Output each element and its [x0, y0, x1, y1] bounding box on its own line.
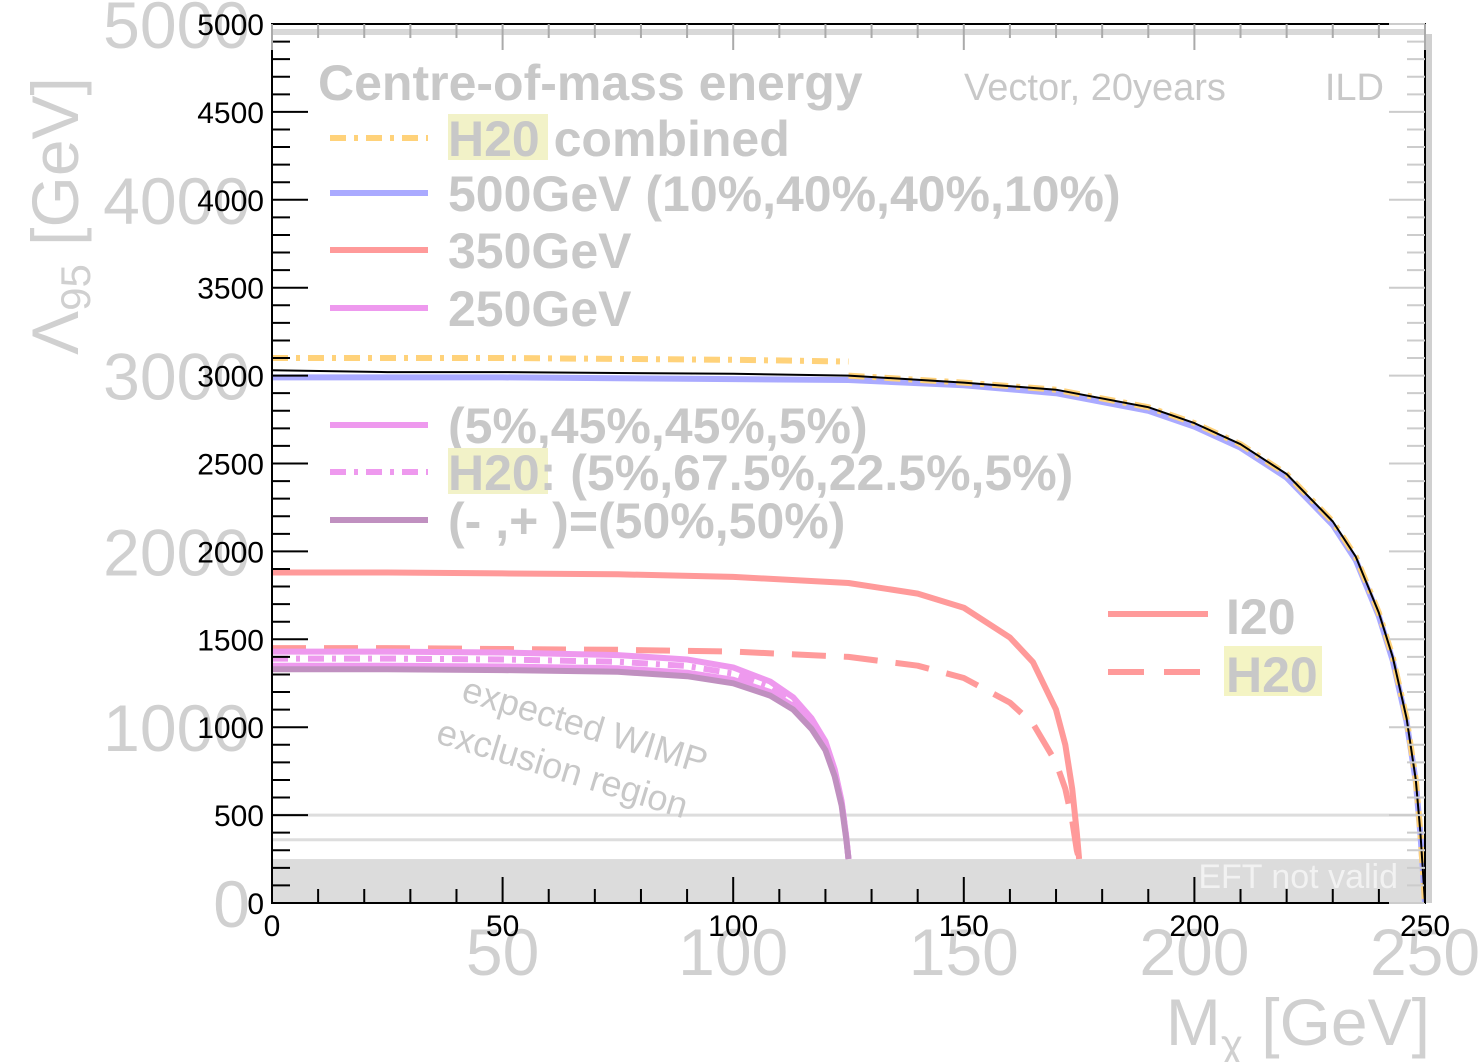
- x-tick-label: 100: [708, 910, 758, 943]
- detector-label: ILD: [1325, 67, 1384, 109]
- series-line: [272, 645, 1083, 860]
- ghost-x-tick: 50: [466, 915, 539, 989]
- ghost-x-tick: 150: [909, 915, 1019, 989]
- y-tick-label: 3500: [197, 273, 264, 306]
- y-tick-label: 4500: [197, 97, 264, 130]
- y-tick-label: 4000: [197, 185, 264, 218]
- legend-label: 500GeV (10%,40%,40%,10%): [448, 166, 1121, 222]
- y-tick-label: 3000: [197, 361, 264, 394]
- legend2-label: H20: [1226, 647, 1318, 703]
- series-line: [272, 569, 1083, 860]
- legend-text: combined: [540, 111, 790, 167]
- ghost-x-axis-label: Mχ [GeV]: [1166, 985, 1430, 1062]
- svg-text:Λ95 [GeV]: Λ95 [GeV]: [18, 77, 99, 355]
- x-tick-label: 250: [1400, 910, 1450, 943]
- eft-label: EFT not valid: [1198, 858, 1398, 896]
- y-tick-label: 5000: [197, 9, 264, 42]
- legend-text: 350GeV: [448, 223, 632, 279]
- svg-text:Mχ [GeV]: Mχ [GeV]: [1166, 985, 1430, 1062]
- series-line: [271, 369, 1426, 904]
- eft-band: [272, 859, 1425, 903]
- ghost-y-axis-label: Λ95 [GeV]: [18, 77, 99, 355]
- ghost-y-label-sub: 95: [52, 264, 99, 311]
- legend-label: (5%,45%,45%,5%): [448, 398, 868, 454]
- legend-text: 500GeV (10%,40%,40%,10%): [448, 166, 1121, 222]
- ghost-y-tick: 4000: [103, 164, 250, 238]
- x-tick-label: 150: [939, 910, 989, 943]
- ghost-y-tick: 3000: [103, 340, 250, 414]
- legend2-label: I20: [1226, 589, 1296, 645]
- y-tick-label: 2000: [197, 536, 264, 569]
- legend-text: (- ,+ )=(50%,50%): [448, 493, 845, 549]
- ghost-y-tick: 5000: [103, 0, 250, 62]
- ghost-x-label-unit: [GeV]: [1243, 985, 1430, 1059]
- plot-frame: [272, 29, 1425, 903]
- series-layer: [271, 355, 1428, 904]
- legend-label: 350GeV: [448, 223, 632, 279]
- ghost-y-tick: 2000: [103, 515, 250, 589]
- legend-highlight-bg: [448, 114, 548, 160]
- legend2-highlight-bg: [1224, 646, 1322, 696]
- x-tick-label: 200: [1169, 910, 1219, 943]
- y-tick-label: 500: [214, 800, 264, 833]
- ghost-x-tick: 100: [678, 915, 788, 989]
- ghost-x-tick: 250: [1370, 915, 1480, 989]
- legend-highlight-bg: [448, 448, 548, 494]
- ghost-x-label-sub: χ: [1221, 1021, 1243, 1062]
- y-tick-label: 2500: [197, 449, 264, 482]
- ghost-y-tick: 0: [213, 867, 250, 941]
- ghost-y-label-main: Λ: [18, 311, 92, 355]
- ghost-x-label-main: M: [1166, 985, 1221, 1059]
- y-tick-label: 1000: [197, 712, 264, 745]
- legend-title: Centre-of-mass energy: [318, 55, 863, 111]
- exclusion-annotation: expected WIMP exclusion region: [432, 668, 712, 826]
- x-tick-label: 50: [486, 910, 519, 943]
- legend-label: H20 combined: [448, 111, 790, 167]
- series-line: [272, 666, 852, 860]
- ghost-y-label-unit: [GeV]: [18, 77, 92, 264]
- x-tick-label: 0: [264, 910, 281, 943]
- series-line: [272, 355, 849, 365]
- header-note: Vector, 20years: [964, 67, 1226, 109]
- legend-highlight: H20: [448, 445, 540, 501]
- legend-text: : (5%,67.5%,22.5%,5%): [540, 445, 1074, 501]
- axes: 0500100015002000250030003500400045005000…: [197, 9, 1450, 943]
- y-tick-label: 1500: [197, 624, 264, 657]
- legend-label: H20: (5%,67.5%,22.5%,5%): [448, 445, 1073, 501]
- ghost-y-tick: 1000: [103, 691, 250, 765]
- legend-label: 250GeV: [448, 281, 632, 337]
- legend-text: 250GeV: [448, 281, 632, 337]
- y-tick-label: 0: [247, 888, 264, 921]
- legend-text: (5%,45%,45%,5%): [448, 398, 868, 454]
- legend-label: (- ,+ )=(50%,50%): [448, 493, 845, 549]
- legend-highlight: H20: [448, 111, 540, 167]
- ghost-x-tick: 200: [1139, 915, 1249, 989]
